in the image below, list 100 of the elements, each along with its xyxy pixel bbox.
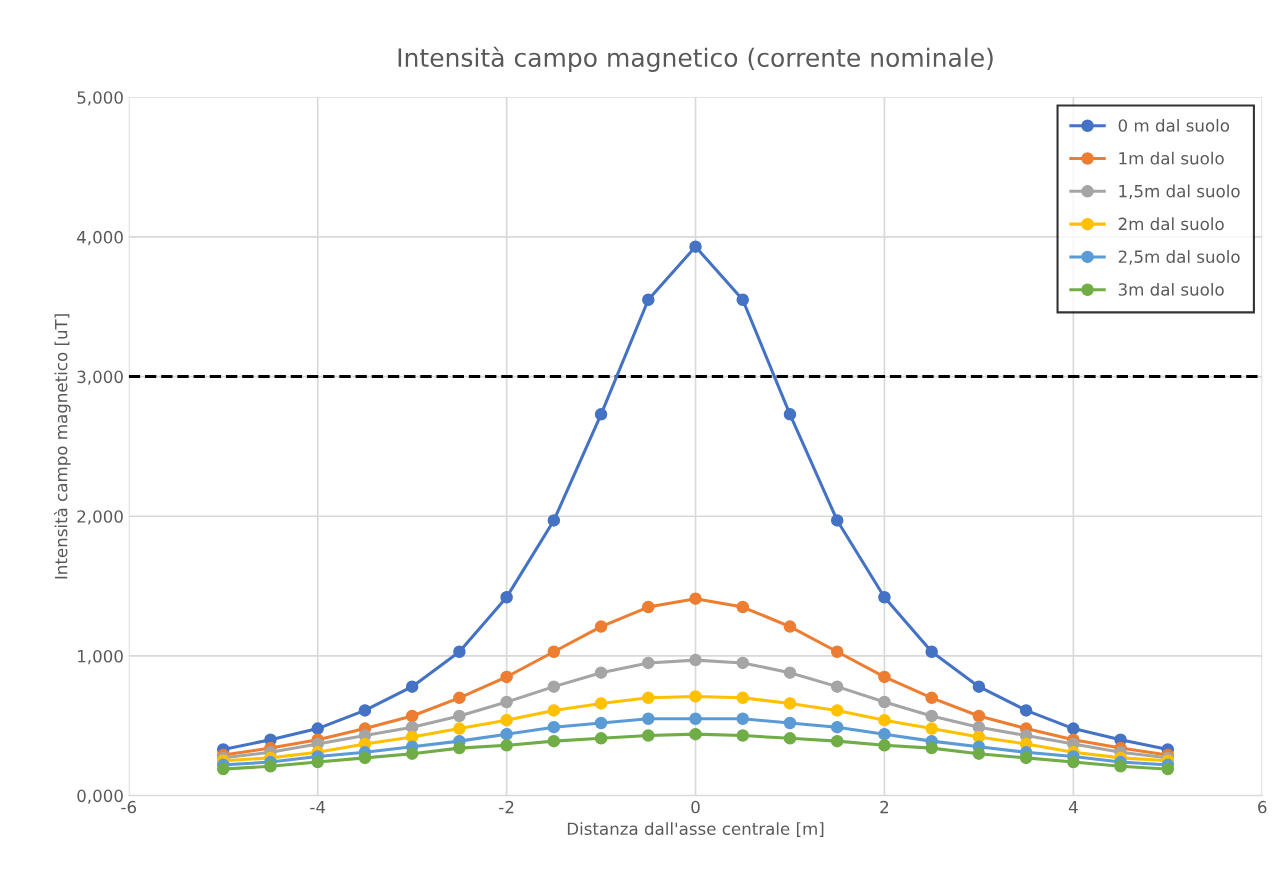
point xyxy=(878,591,891,604)
point xyxy=(500,713,513,727)
point xyxy=(878,739,891,752)
point xyxy=(689,240,702,253)
point xyxy=(264,760,277,773)
point xyxy=(972,709,986,723)
point xyxy=(358,704,372,717)
point xyxy=(642,712,655,726)
point xyxy=(830,720,844,734)
point xyxy=(594,408,608,421)
x-tick-label: -4 xyxy=(310,800,326,814)
point xyxy=(1161,762,1175,776)
point xyxy=(972,680,986,693)
point xyxy=(405,747,419,760)
point xyxy=(925,722,938,735)
point xyxy=(358,751,372,765)
x-tick-label: 0 xyxy=(691,800,700,814)
legend-label: 3m dal suolo xyxy=(1118,282,1224,296)
point xyxy=(500,670,513,684)
y-tick-label: 5,000 xyxy=(77,91,123,106)
point xyxy=(547,645,561,658)
point xyxy=(642,600,655,614)
x-tick-label: 2 xyxy=(880,800,889,814)
y-tick-label: 0,000 xyxy=(77,789,123,804)
point xyxy=(783,716,797,730)
point xyxy=(925,709,938,723)
point xyxy=(1019,751,1033,765)
point xyxy=(972,747,986,760)
y-tick-label: 4,000 xyxy=(77,230,123,246)
x-tick-label: 4 xyxy=(1068,800,1078,814)
legend-label: 2,5m dal suolo xyxy=(1118,250,1240,265)
point xyxy=(1067,755,1080,769)
x-tick-label: -6 xyxy=(121,800,137,814)
point xyxy=(405,730,419,744)
point xyxy=(547,734,561,748)
point xyxy=(547,720,561,734)
point xyxy=(500,591,513,604)
point xyxy=(783,732,797,745)
point xyxy=(547,680,561,693)
point xyxy=(783,620,797,633)
point xyxy=(453,722,466,735)
point xyxy=(500,727,513,741)
point xyxy=(878,713,891,727)
point xyxy=(830,514,844,527)
point xyxy=(642,729,655,742)
point xyxy=(689,690,702,703)
point xyxy=(405,709,419,723)
point xyxy=(311,755,324,769)
point xyxy=(405,680,419,693)
point xyxy=(736,712,749,726)
point xyxy=(1114,760,1127,773)
point xyxy=(736,600,749,614)
point xyxy=(830,704,844,717)
point xyxy=(972,730,986,744)
point xyxy=(547,514,561,527)
point xyxy=(500,695,513,709)
point xyxy=(689,592,702,605)
point xyxy=(594,716,608,730)
point xyxy=(830,734,844,748)
point xyxy=(878,695,891,709)
legend-label: 1,5m dal suolo xyxy=(1119,184,1240,200)
point xyxy=(642,293,655,307)
point xyxy=(1019,704,1033,717)
point xyxy=(878,727,891,741)
point xyxy=(594,697,608,710)
point xyxy=(689,712,702,726)
point xyxy=(453,741,466,755)
point xyxy=(925,691,938,705)
point xyxy=(830,645,844,658)
y-tick-label: 2,000 xyxy=(77,510,123,525)
point xyxy=(689,727,702,741)
point xyxy=(783,666,797,679)
point xyxy=(1067,722,1080,735)
point xyxy=(783,697,797,710)
point xyxy=(783,408,797,421)
point xyxy=(453,709,466,723)
point xyxy=(689,653,702,667)
point xyxy=(736,691,749,705)
point xyxy=(311,722,324,735)
point xyxy=(736,729,749,742)
point xyxy=(594,666,608,679)
point xyxy=(594,732,608,745)
chart-title: Intensità campo magnetico (corrente nominale) xyxy=(398,46,993,72)
point xyxy=(925,645,938,658)
point xyxy=(500,739,513,752)
point xyxy=(736,293,749,307)
y-tick-label: 1,000 xyxy=(78,649,123,665)
point xyxy=(453,691,466,705)
point xyxy=(217,762,230,776)
point xyxy=(547,704,561,717)
point xyxy=(736,656,749,670)
point xyxy=(925,741,938,755)
y-axis-title: Intensità campo magnetico [uT] xyxy=(53,314,71,579)
point xyxy=(594,620,608,633)
legend-label: 2m dal suolo xyxy=(1118,217,1224,231)
x-tick-label: -2 xyxy=(499,800,514,814)
point xyxy=(642,691,655,705)
y-tick-label: 3,000 xyxy=(77,370,123,385)
point xyxy=(878,670,891,684)
point xyxy=(453,645,466,658)
